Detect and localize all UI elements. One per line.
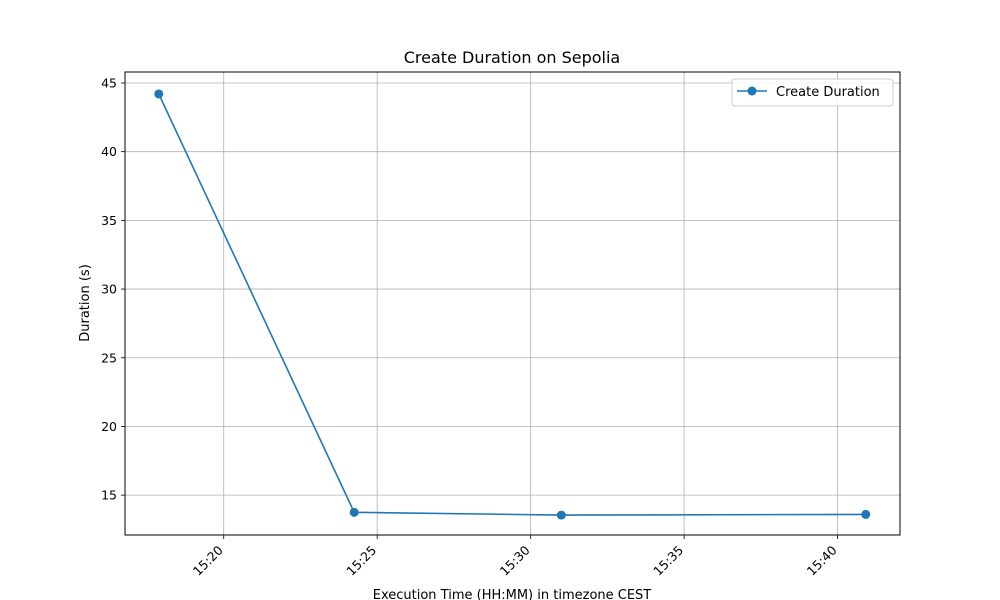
- y-tick-label: 15: [101, 488, 117, 503]
- legend-marker-swatch: [747, 86, 757, 96]
- series-layer: [154, 89, 871, 520]
- grid-lines: [125, 72, 900, 535]
- plot-frame: [124, 71, 901, 536]
- series-line: [158, 93, 866, 516]
- y-tick-label: 35: [101, 213, 117, 228]
- x-axis-label: Execution Time (HH:MM) in timezone CEST: [373, 588, 652, 600]
- y-tick-label: 30: [101, 282, 117, 297]
- y-tick-label: 40: [101, 144, 117, 159]
- data-point-marker: [861, 509, 871, 519]
- data-point-marker: [349, 507, 359, 517]
- y-tick-label: 45: [101, 75, 117, 90]
- y-tick-label: 25: [101, 350, 117, 365]
- data-point-marker: [154, 89, 164, 99]
- y-axis-ticks: 15 20 25 30 35 40 45: [101, 75, 125, 503]
- y-tick-label: 20: [101, 419, 117, 434]
- data-point-marker: [556, 510, 566, 520]
- legend-entry-label: Create Duration: [776, 85, 880, 100]
- y-axis-label: Duration (s): [78, 264, 93, 342]
- chart-title: Create Duration on Sepolia: [404, 48, 620, 67]
- legend-box: [731, 78, 894, 107]
- legend: Create Duration: [731, 78, 894, 107]
